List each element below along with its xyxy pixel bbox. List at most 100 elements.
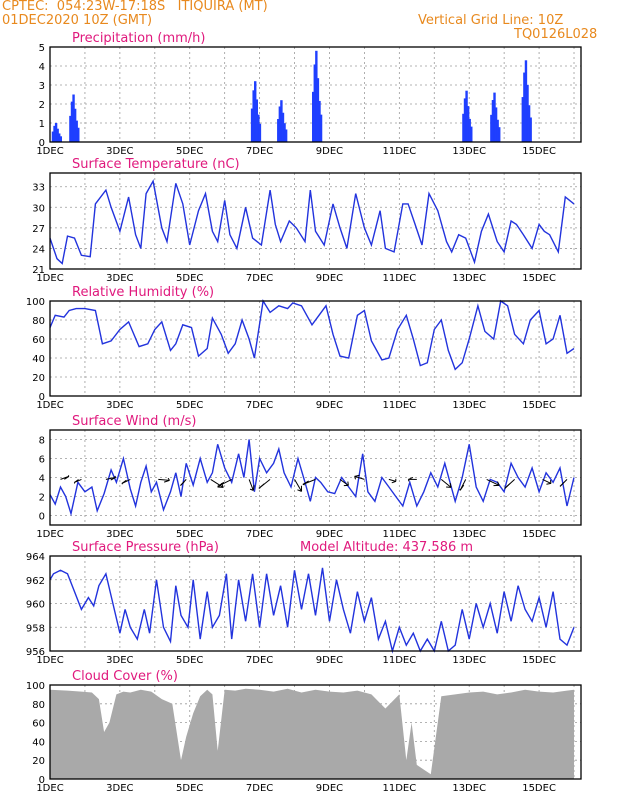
panel-5: 0 20 40 60 80 100 1DEC 3DEC 5DEC 7DEC 9DEC 11DEC 13D… <box>26 669 582 794</box>
y-tick-label: 964 <box>26 552 45 563</box>
wind-arrow <box>210 478 224 488</box>
x-tick-label: 7DEC <box>246 273 273 284</box>
wind-arrow-head <box>121 479 127 485</box>
panel-frame <box>49 172 582 270</box>
precip-bar <box>465 90 468 142</box>
precip-bar <box>463 98 467 142</box>
wind-arrow <box>354 475 365 480</box>
y-tick-label: 100 <box>26 297 45 308</box>
header-grid-note: Vertical Grid Line: 10Z <box>418 13 564 28</box>
x-tick-label: 11DEC <box>382 273 416 284</box>
precip-bar <box>255 99 258 142</box>
header-location: CPTEC: 054:23W-17:18S ITIQUIRA (MT) <box>2 0 268 14</box>
precip-bar <box>53 125 56 142</box>
x-tick-label: 5DEC <box>176 529 203 540</box>
y-tick-label: 3 <box>39 81 45 92</box>
y-tick-label: 962 <box>26 576 45 587</box>
precip-bar <box>315 50 318 142</box>
cloud-area <box>50 688 575 779</box>
x-tick-label: 5DEC <box>176 655 203 666</box>
x-tick-label: 15DEC <box>522 146 556 157</box>
y-tick-label: 0 <box>39 392 45 403</box>
panel-subtitle: Model Altitude: 437.586 m <box>300 540 473 555</box>
x-tick-label: 15DEC <box>522 783 556 794</box>
x-tick-label: 3DEC <box>106 655 133 666</box>
precip-bar <box>494 107 498 142</box>
x-tick-label: 15DEC <box>522 273 556 284</box>
y-tick-label: 33 <box>32 183 45 194</box>
wind-arrow-head <box>217 481 225 487</box>
wind-arrow <box>542 478 552 484</box>
x-tick-label: 9DEC <box>316 655 343 666</box>
x-tick-label: 9DEC <box>316 146 343 157</box>
precip-bar <box>521 97 525 142</box>
panel-frame <box>49 46 582 143</box>
precip-bar <box>283 123 286 142</box>
x-tick-label: 3DEC <box>106 400 133 411</box>
y-tick-label: 4 <box>39 474 45 485</box>
wind-arrow-head <box>493 481 500 487</box>
wind-arrow-head <box>546 480 552 485</box>
y-tick-label: 4 <box>39 62 45 73</box>
x-tick-label: 13DEC <box>452 529 486 540</box>
x-tick-label: 1DEC <box>36 273 63 284</box>
x-tick-label: 7DEC <box>246 783 273 794</box>
y-tick-label: 8 <box>39 436 45 447</box>
x-tick-label: 7DEC <box>246 529 273 540</box>
wind-arrow <box>339 478 349 486</box>
precip-bar <box>278 106 282 142</box>
x-tick-label: 1DEC <box>36 400 63 411</box>
y-tick-label: 956 <box>26 647 45 658</box>
wind-arrow-head <box>110 475 117 481</box>
panel-title: Surface Pressure (hPa) <box>72 540 219 555</box>
panel-title: Surface Temperature (nC) <box>72 157 240 172</box>
precip-bar <box>526 84 529 142</box>
precip-bar <box>313 64 316 142</box>
wind-arrow-head <box>180 481 185 487</box>
precip-bar <box>257 114 260 142</box>
x-tick-label: 5DEC <box>176 146 203 157</box>
x-tick-label: 13DEC <box>452 146 486 157</box>
precip-bar <box>77 127 80 142</box>
precip-bar <box>277 119 280 142</box>
y-tick-label: 40 <box>32 737 45 748</box>
precip-bar <box>54 123 58 142</box>
panel-3: 0 2 4 6 8 1DEC 3DEC 5DEC 7DEC 9DEC 11DEC 13DEC 15DEC… <box>36 414 582 540</box>
wind-arrow-head <box>64 475 70 480</box>
series-line <box>49 567 575 654</box>
panel-title: Precipitation (mm/h) <box>72 31 205 46</box>
precip-bar <box>284 129 288 142</box>
precip-bar <box>56 128 59 142</box>
x-tick-label: 11DEC <box>382 529 416 540</box>
wind-arrow-head <box>446 482 452 488</box>
y-tick-label: 0 <box>39 138 45 149</box>
wind-arrow <box>440 479 452 488</box>
y-tick-label: 960 <box>26 600 45 611</box>
precip-bar <box>529 117 532 142</box>
y-tick-label: 80 <box>32 700 45 711</box>
x-tick-label: 13DEC <box>452 273 486 284</box>
x-tick-label: 3DEC <box>106 783 133 794</box>
y-tick-label: 27 <box>32 224 45 235</box>
wind-arrow-head <box>163 477 170 483</box>
precip-bar <box>498 127 501 142</box>
precip-bar <box>59 136 63 142</box>
precip-bar <box>318 100 321 142</box>
precip-bar <box>462 113 465 142</box>
precip-bar <box>466 106 470 142</box>
x-tick-label: 15DEC <box>522 655 556 666</box>
x-tick-label: 7DEC <box>246 400 273 411</box>
y-tick-label: 21 <box>32 265 45 276</box>
y-tick-label: 0 <box>39 775 45 786</box>
precip-bar <box>69 115 72 142</box>
precip-bar <box>493 92 496 142</box>
x-tick-label: 1DEC <box>36 146 63 157</box>
precip-bar <box>523 72 526 142</box>
precip-bar <box>281 112 285 142</box>
series-line <box>49 439 575 517</box>
wind-arrow-head <box>258 483 265 489</box>
series-line <box>49 179 575 265</box>
precip-bar <box>70 101 74 142</box>
panel-0: 0 1 2 3 4 5 1DEC 3DEC 5DEC 7DEC 9DEC 11DEC 13DEC 15DE… <box>36 31 582 157</box>
